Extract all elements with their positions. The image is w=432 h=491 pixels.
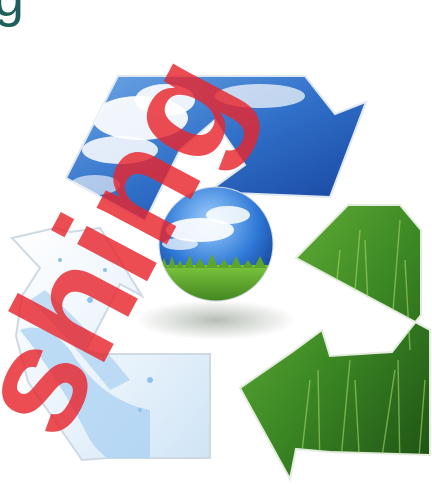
corner-text: g: [0, 0, 24, 28]
grass-arrow: [238, 204, 431, 482]
earth-globe: [158, 186, 274, 302]
sky-arrow: [64, 75, 368, 223]
sky-clouds: [70, 84, 305, 195]
globe-shadow: [136, 300, 296, 340]
water-arrow: [10, 226, 211, 462]
